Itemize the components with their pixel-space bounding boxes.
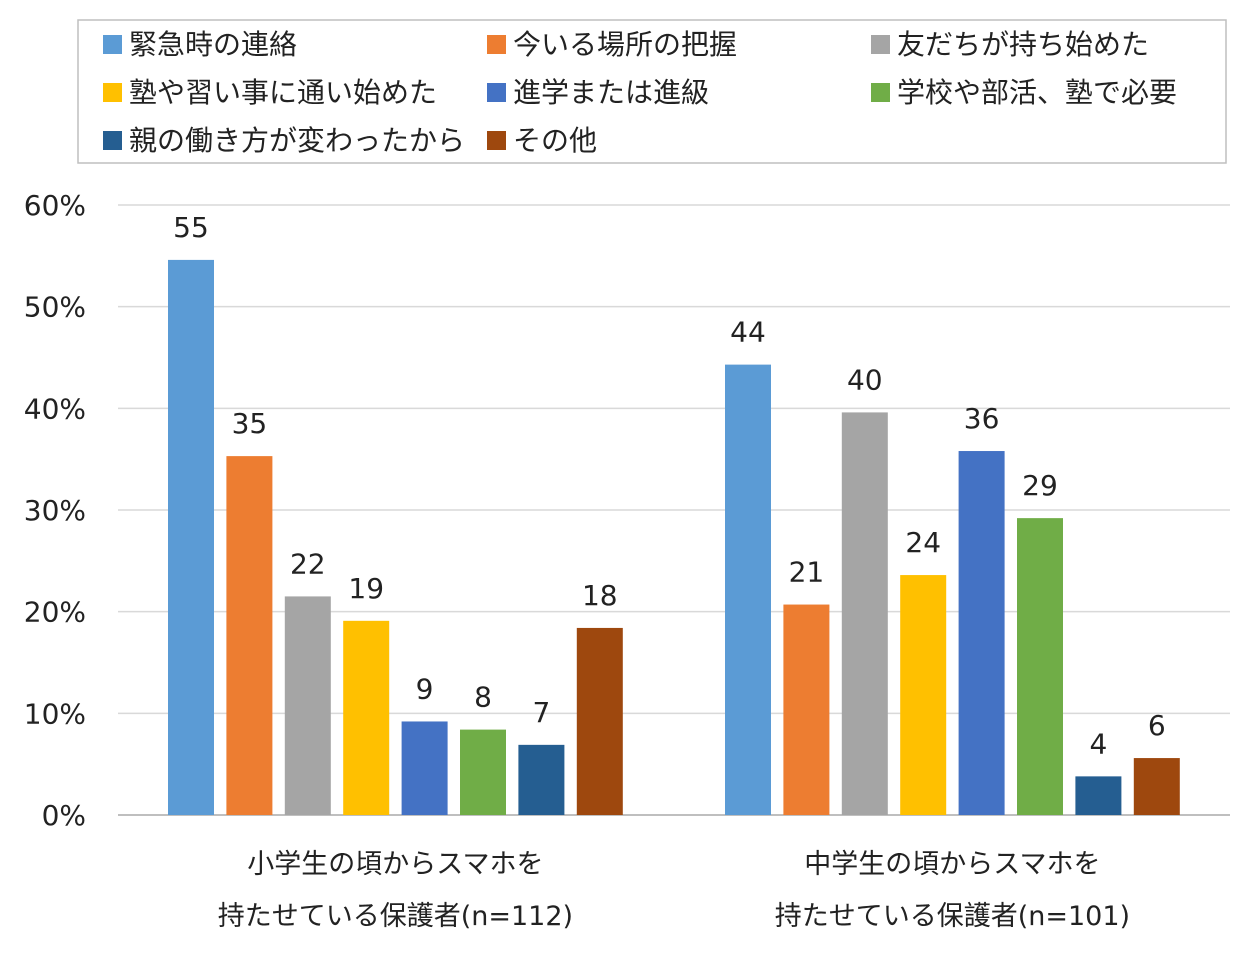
bar-2-3 <box>841 412 888 815</box>
bar-2-8 <box>1133 758 1180 815</box>
bar-1-2 <box>226 456 273 815</box>
bar-2-5 <box>958 451 1005 815</box>
legend-label-1: 緊急時の連絡 <box>129 28 297 61</box>
data-label-2-4: 24 <box>905 526 941 559</box>
bar-2-2 <box>783 604 830 815</box>
data-label-1-6: 8 <box>474 681 492 714</box>
data-label-1-3: 22 <box>290 547 326 580</box>
legend-swatch-2 <box>487 35 506 54</box>
legend-label-4: 塾や習い事に通い始めた <box>129 76 437 109</box>
legend-swatch-3 <box>871 35 890 54</box>
bar-2-1 <box>725 364 771 815</box>
bar-1-4 <box>343 620 390 815</box>
y-tick-label: 60% <box>24 189 86 222</box>
legend-swatch-5 <box>487 83 506 102</box>
bar-1-6 <box>460 729 506 815</box>
legend-swatch-1 <box>103 35 122 54</box>
y-tick-label: 10% <box>24 697 86 730</box>
bar-2-6 <box>1017 518 1063 815</box>
data-label-2-5: 36 <box>964 402 1000 435</box>
legend-label-8: その他 <box>513 124 597 157</box>
bar-2-4 <box>900 575 947 815</box>
y-tick-label: 30% <box>24 494 86 527</box>
data-label-2-7: 4 <box>1089 727 1107 760</box>
legend-label-2: 今いる場所の把握 <box>513 28 737 61</box>
category-label-2-line-2: 持たせている保護者(n=101) <box>775 901 1130 932</box>
category-label-1-line-2: 持たせている保護者(n=112) <box>218 901 573 932</box>
y-tick-label: 50% <box>24 291 86 324</box>
data-label-2-3: 40 <box>847 363 883 396</box>
bar-1-3 <box>284 596 331 815</box>
data-label-2-8: 6 <box>1148 709 1166 742</box>
data-label-2-2: 21 <box>789 556 825 589</box>
data-label-1-1: 55 <box>173 211 209 244</box>
legend-label-7: 親の働き方が変わったから <box>129 124 465 157</box>
y-tick-label: 20% <box>24 596 86 629</box>
bar-1-8 <box>576 627 623 815</box>
data-label-1-8: 18 <box>582 579 618 612</box>
legend-label-5: 進学または進級 <box>513 76 709 109</box>
y-axis-ticks: 0% 10% 20% 30% 40% 50% 60% <box>24 189 86 832</box>
bar-1-5 <box>401 721 448 815</box>
data-label-2-6: 29 <box>1022 469 1058 502</box>
legend-label-3: 友だちが持ち始めた <box>897 28 1149 61</box>
bars <box>168 259 1180 815</box>
data-label-2-1: 44 <box>730 316 766 349</box>
data-label-1-2: 35 <box>232 407 268 440</box>
data-label-1-4: 19 <box>348 572 384 605</box>
legend-swatch-8 <box>487 131 506 150</box>
data-labels: 55 35 22 19 9 8 7 18 44 21 40 24 36 29 4 6 <box>173 211 1166 760</box>
category-label-2-line-1: 中学生の頃からスマホを <box>804 849 1100 880</box>
legend-label-6: 学校や部活、塾で必要 <box>897 76 1177 109</box>
data-label-1-5: 9 <box>416 672 434 705</box>
legend-frame <box>77 19 1227 164</box>
legend-swatch-6 <box>871 83 890 102</box>
data-label-1-7: 7 <box>532 696 550 729</box>
y-tick-label: 40% <box>24 392 86 425</box>
bar-1-7 <box>518 744 565 815</box>
category-label-1-line-1: 小学生の頃からスマホを <box>247 849 543 880</box>
bar-1-1 <box>168 259 214 815</box>
legend-swatch-4 <box>103 83 122 102</box>
bar-2-7 <box>1075 776 1122 815</box>
y-tick-label: 0% <box>42 799 86 832</box>
legend-swatch-7 <box>103 131 122 150</box>
